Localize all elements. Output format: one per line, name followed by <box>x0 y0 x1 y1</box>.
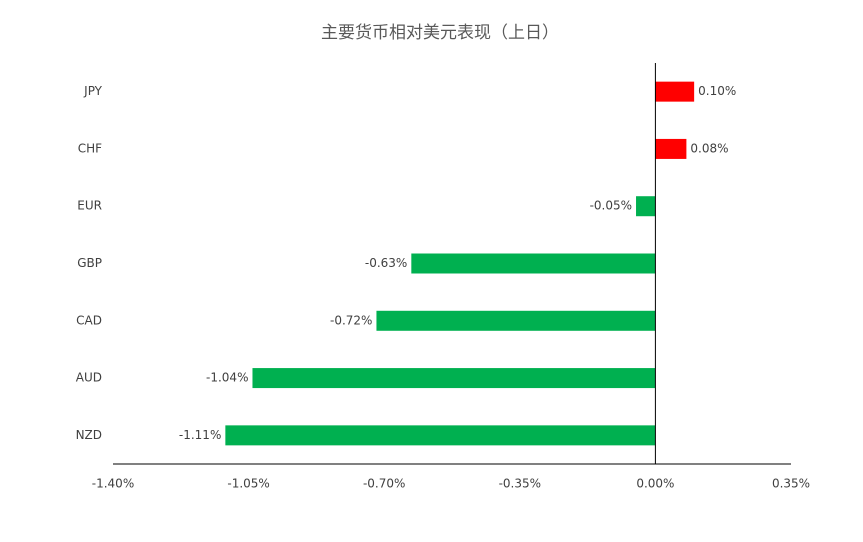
bar <box>636 196 656 217</box>
y-tick-label: CAD <box>76 313 102 327</box>
value-label: -1.04% <box>206 371 248 385</box>
bar <box>655 138 687 159</box>
x-tick-label: -0.35% <box>499 477 541 491</box>
x-tick-label: -0.70% <box>363 477 405 491</box>
bar <box>411 253 656 274</box>
bar <box>225 425 656 446</box>
value-label: -0.72% <box>330 313 372 327</box>
x-tick-label: -1.40% <box>92 477 134 491</box>
value-label: 0.08% <box>690 141 728 155</box>
bar <box>252 368 656 389</box>
y-tick-label: AUD <box>76 371 102 385</box>
x-tick-label: 0.00% <box>636 477 674 491</box>
value-label: 0.10% <box>698 84 736 98</box>
bar <box>655 81 695 102</box>
x-tick-label: 0.35% <box>772 477 810 491</box>
y-tick-label: CHF <box>78 141 102 155</box>
bar <box>376 310 656 331</box>
value-label: -0.63% <box>365 256 407 270</box>
y-tick-label: JPY <box>83 84 103 98</box>
chart-title: 主要货币相对美元表现（上日） <box>321 23 559 43</box>
y-tick-label: EUR <box>77 199 102 213</box>
x-tick-label: -1.05% <box>227 477 269 491</box>
y-tick-label: GBP <box>77 256 102 270</box>
y-tick-label: NZD <box>76 428 102 442</box>
value-label: -1.11% <box>179 428 221 442</box>
value-label: -0.05% <box>590 199 632 213</box>
